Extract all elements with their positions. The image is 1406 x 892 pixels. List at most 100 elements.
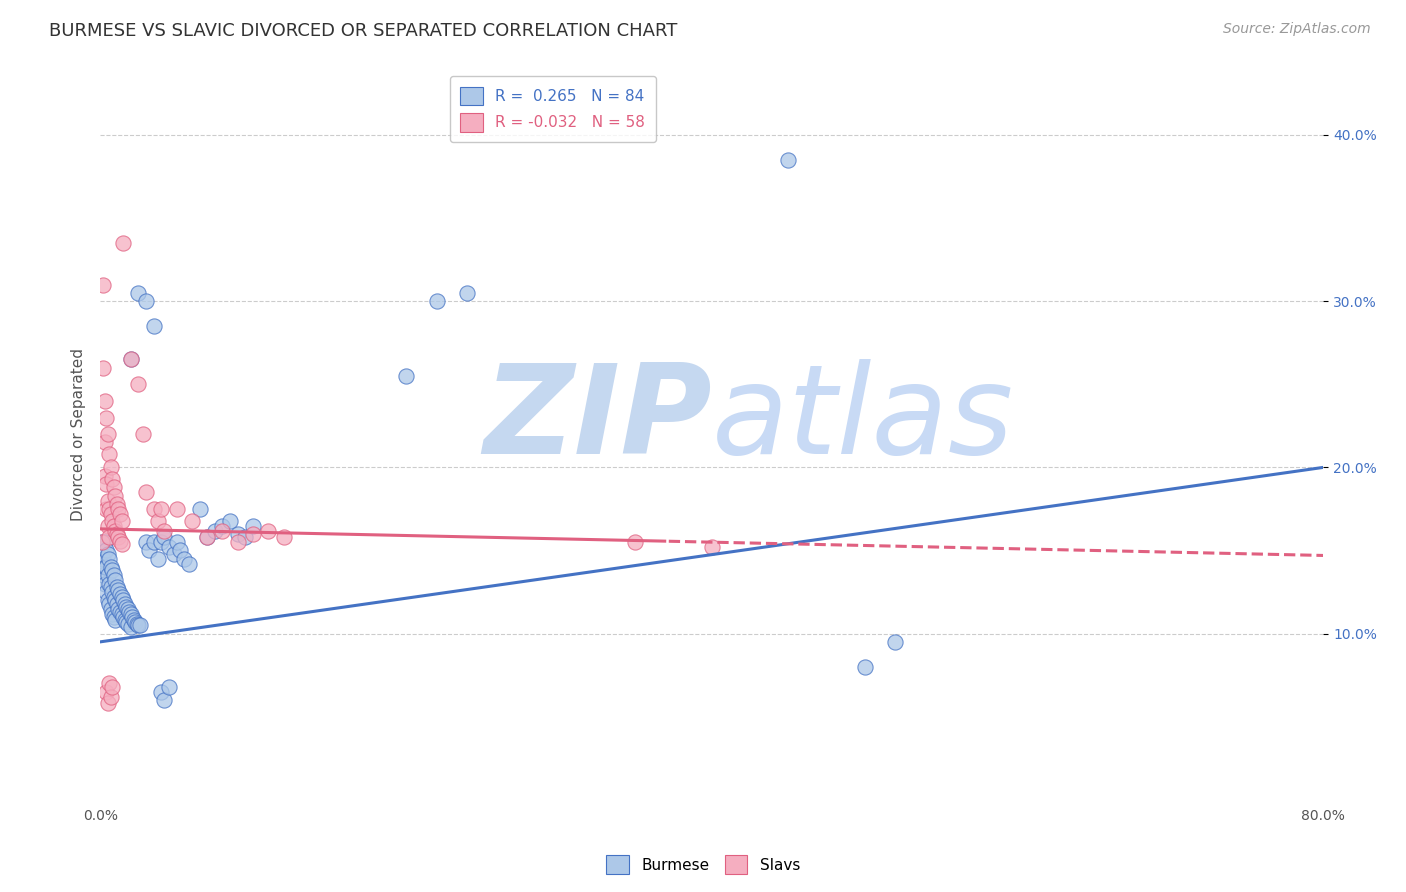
Point — [97, 697, 120, 711]
Point — [157, 680, 180, 694]
Point — [135, 535, 157, 549]
Point — [114, 597, 136, 611]
Point — [395, 368, 418, 383]
Point — [195, 530, 218, 544]
Point — [90, 535, 112, 549]
Point — [127, 618, 149, 632]
Point — [148, 514, 170, 528]
Point — [91, 551, 114, 566]
Point — [96, 560, 118, 574]
Point — [104, 574, 127, 588]
Point — [98, 447, 121, 461]
Point — [142, 535, 165, 549]
Point — [456, 285, 478, 300]
Point — [96, 502, 118, 516]
Point — [120, 620, 142, 634]
Point — [166, 535, 188, 549]
Point — [884, 635, 907, 649]
Point — [219, 514, 242, 528]
Point — [112, 593, 135, 607]
Point — [114, 613, 136, 627]
Point — [169, 543, 191, 558]
Point — [107, 583, 129, 598]
Point — [96, 684, 118, 698]
Point — [97, 593, 120, 607]
Point — [98, 502, 121, 516]
Point — [93, 435, 115, 450]
Point — [257, 524, 280, 538]
Point — [242, 518, 264, 533]
Point — [96, 477, 118, 491]
Point — [108, 507, 131, 521]
Point — [96, 543, 118, 558]
Legend: Burmese, Slavs: Burmese, Slavs — [600, 849, 806, 880]
Point — [150, 535, 173, 549]
Point — [226, 535, 249, 549]
Point — [700, 540, 723, 554]
Point — [108, 587, 131, 601]
Point — [104, 593, 127, 607]
Point — [121, 610, 143, 624]
Point — [105, 497, 128, 511]
Point — [135, 485, 157, 500]
Point — [118, 605, 141, 619]
Point — [97, 518, 120, 533]
Point — [97, 568, 120, 582]
Point — [138, 543, 160, 558]
Point — [100, 601, 122, 615]
Point — [103, 568, 125, 582]
Point — [112, 235, 135, 250]
Point — [173, 551, 195, 566]
Text: ZIP: ZIP — [484, 359, 711, 480]
Point — [135, 294, 157, 309]
Point — [128, 618, 150, 632]
Point — [125, 616, 148, 631]
Y-axis label: Divorced or Separated: Divorced or Separated — [72, 348, 86, 521]
Point — [98, 576, 121, 591]
Point — [157, 540, 180, 554]
Point — [115, 599, 138, 614]
Point — [112, 610, 135, 624]
Point — [115, 615, 138, 629]
Point — [93, 468, 115, 483]
Point — [153, 530, 176, 544]
Point — [148, 551, 170, 566]
Point — [153, 524, 176, 538]
Point — [93, 576, 115, 591]
Point — [91, 568, 114, 582]
Point — [195, 530, 218, 544]
Point — [117, 616, 139, 631]
Point — [101, 514, 124, 528]
Point — [101, 607, 124, 621]
Point — [107, 601, 129, 615]
Point — [90, 535, 112, 549]
Point — [101, 563, 124, 577]
Point — [101, 680, 124, 694]
Point — [853, 660, 876, 674]
Point — [100, 460, 122, 475]
Point — [105, 597, 128, 611]
Point — [120, 352, 142, 367]
Point — [226, 526, 249, 541]
Point — [98, 551, 121, 566]
Point — [100, 580, 122, 594]
Point — [235, 530, 257, 544]
Point — [96, 585, 118, 599]
Point — [91, 277, 114, 292]
Point — [162, 547, 184, 561]
Point — [211, 518, 233, 533]
Point — [107, 530, 129, 544]
Point — [117, 601, 139, 615]
Point — [124, 615, 146, 629]
Point — [105, 526, 128, 541]
Point — [166, 502, 188, 516]
Point — [153, 693, 176, 707]
Point — [425, 294, 447, 309]
Point — [242, 526, 264, 541]
Point — [105, 580, 128, 594]
Point — [97, 493, 120, 508]
Point — [120, 352, 142, 367]
Point — [96, 410, 118, 425]
Point — [142, 319, 165, 334]
Point — [122, 613, 145, 627]
